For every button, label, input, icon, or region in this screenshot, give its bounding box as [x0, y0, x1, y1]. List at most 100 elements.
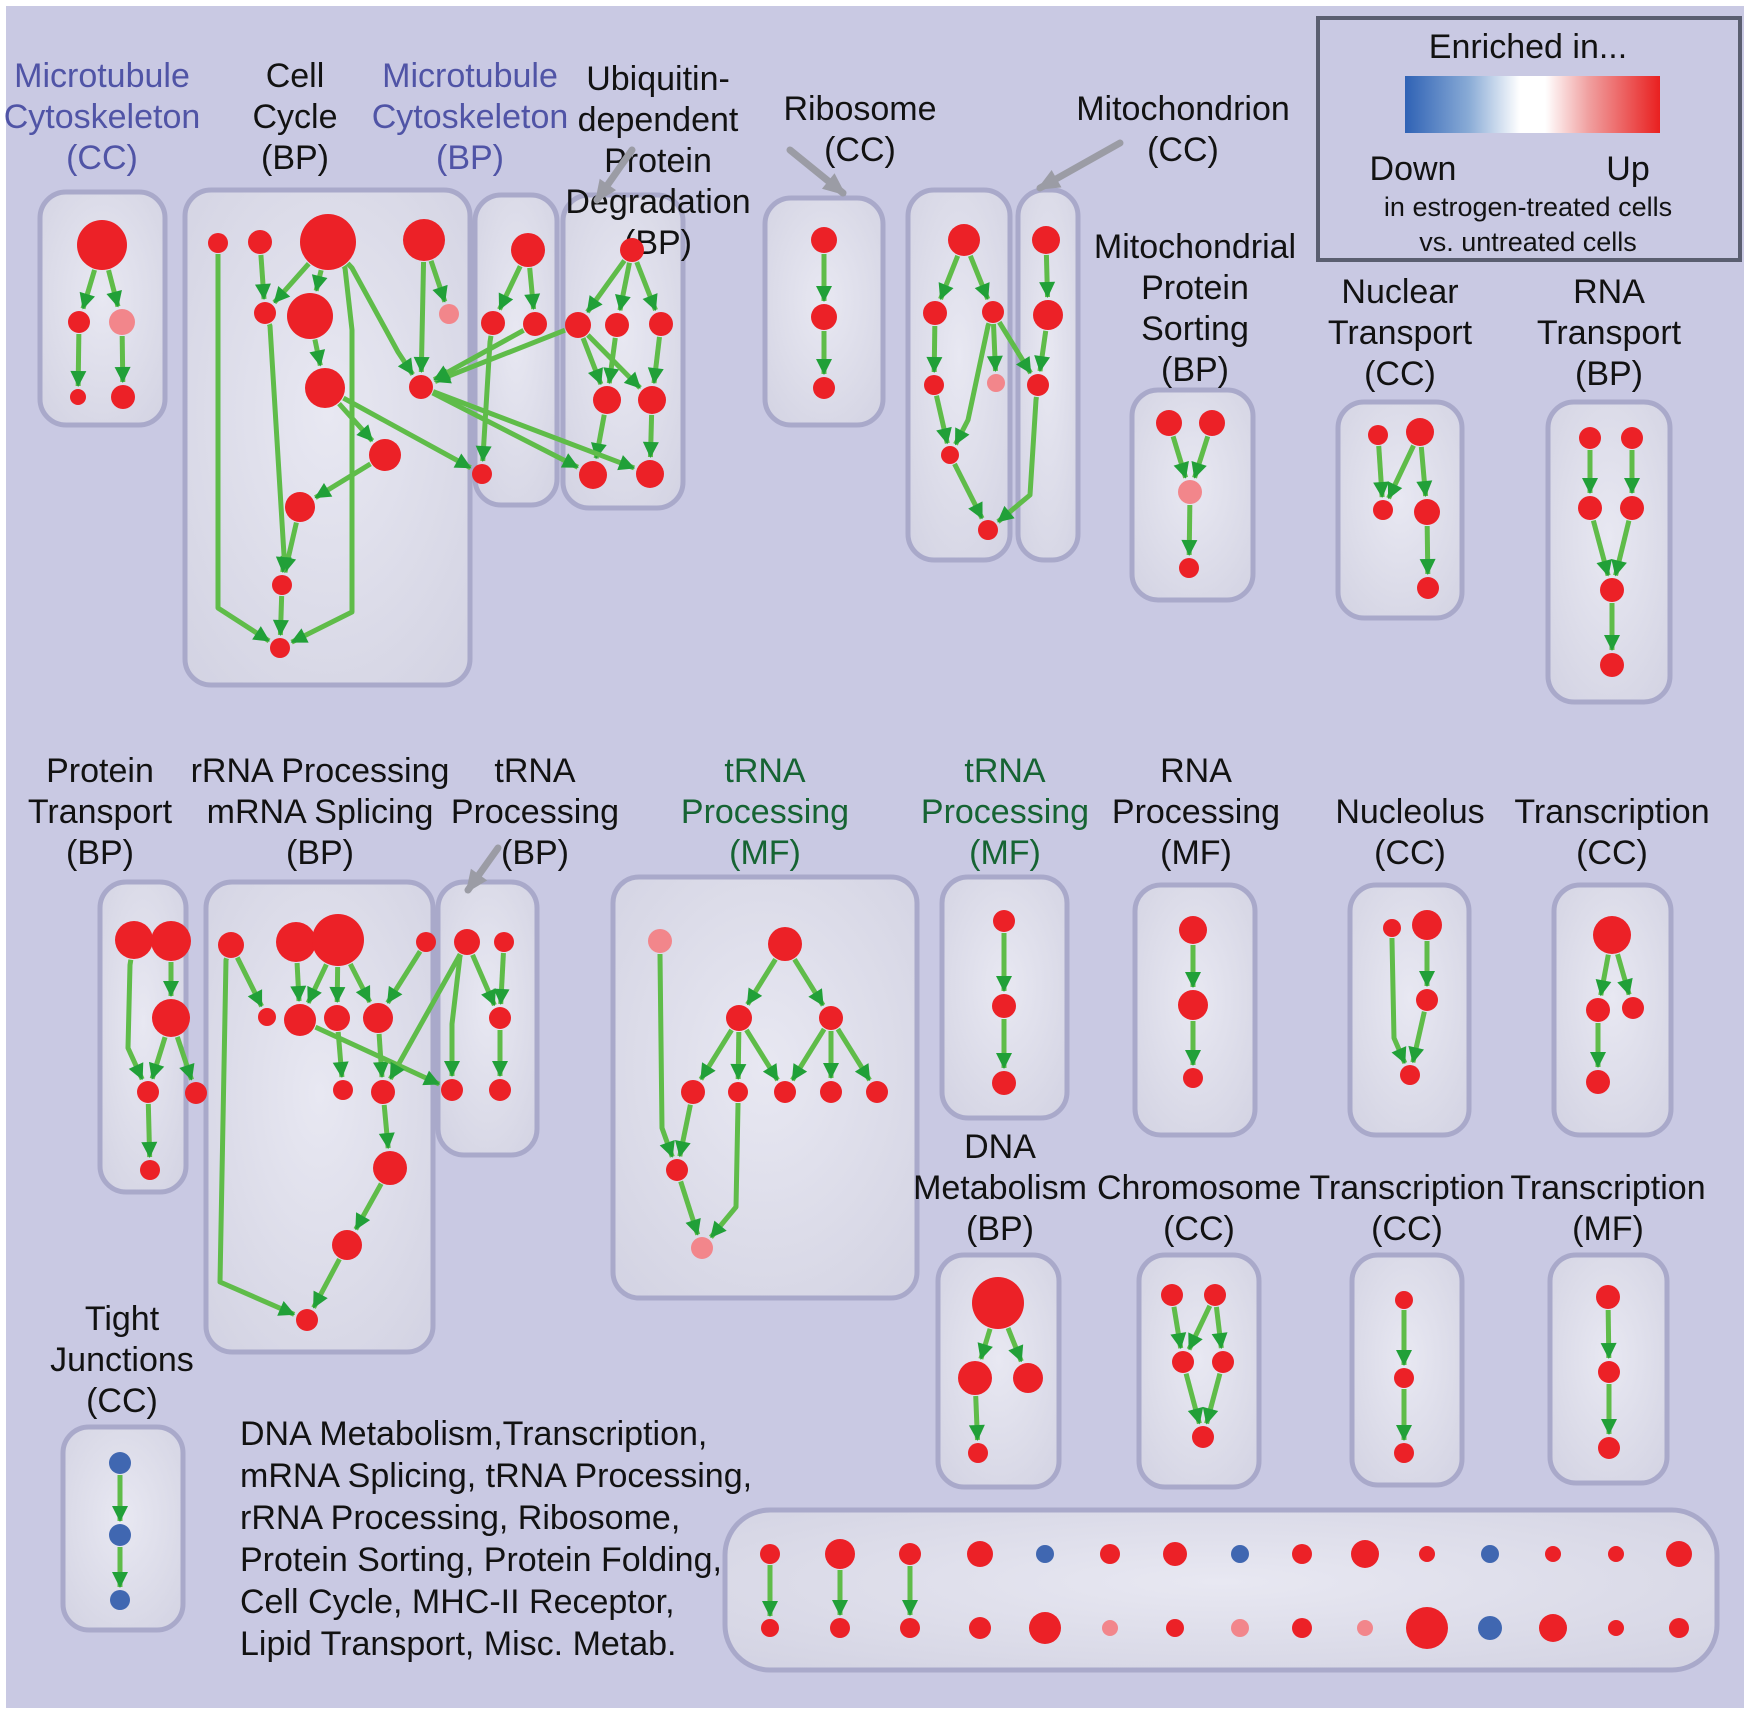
node-PNB4-red: [1029, 1612, 1061, 1644]
node-G2-blue: [109, 1524, 131, 1546]
edge-C3-C9: [345, 261, 415, 376]
edge-U5-U7: [591, 414, 607, 460]
edge-H1-H3: [1170, 1306, 1187, 1350]
node-H2-red: [1204, 1284, 1226, 1306]
edge-Q3-Q5: [1590, 519, 1612, 577]
node-S4-red: [1179, 558, 1199, 578]
node-V1-red: [811, 227, 837, 253]
node-C10-red: [369, 439, 401, 471]
node-W9-red: [333, 1080, 353, 1100]
node-P2-red: [151, 921, 191, 961]
cluster-label-protein-transport: Protein Transport (BP): [28, 752, 173, 872]
edge-Z1-Z3: [792, 957, 826, 1007]
node-N3-red: [1373, 500, 1393, 520]
node-PNT2-red: [899, 1543, 921, 1565]
edge-N2-N4: [1416, 446, 1433, 498]
edge-P1-P4: [125, 959, 145, 1081]
node-P4-red: [137, 1081, 159, 1103]
node-H1-red: [1161, 1284, 1183, 1306]
node-Z8-red: [866, 1081, 888, 1103]
edge-T1-T2: [1595, 954, 1612, 997]
node-W7-red: [324, 1005, 350, 1031]
node-O2-red: [1412, 910, 1442, 940]
cluster-label-trna-mf-large: tRNA Processing (MF): [681, 752, 849, 872]
edge-W1-W5: [235, 956, 264, 1008]
node-L1-red: [1179, 916, 1207, 944]
node-D1-red: [972, 1277, 1024, 1329]
edge-A1-A3: [106, 269, 122, 308]
edge-R6-R7: [952, 462, 985, 520]
edge-H2-H3: [1186, 1304, 1213, 1351]
edge-W11-W12: [353, 1182, 384, 1231]
edge-C2-C5: [254, 254, 271, 301]
node-R5-pink: [987, 374, 1005, 392]
node-W10-red: [371, 1080, 395, 1104]
legend-up-label: Up: [1606, 150, 1649, 188]
cluster-label-tight-junctions: Tight Junctions (CC): [50, 1300, 194, 1420]
edge-U2-C9: [434, 327, 566, 384]
edge-U2-U5: [580, 337, 604, 386]
node-PNB10-red: [1406, 1607, 1448, 1649]
edge-M2-M3: [1034, 330, 1051, 373]
node-D2-red: [958, 1361, 992, 1395]
node-PNT13-red: [1608, 1546, 1624, 1562]
legend-box: [1316, 16, 1742, 262]
edge-R1-R2: [938, 254, 961, 300]
edge-O3-O4: [1408, 1011, 1427, 1064]
node-S2-red: [1199, 410, 1225, 436]
edge-D1-D2: [977, 1328, 993, 1360]
node-Q5-red: [1600, 578, 1624, 602]
node-Z6-red: [774, 1081, 796, 1103]
node-PNB5-pink: [1102, 1620, 1118, 1636]
node-U4-red: [649, 312, 673, 336]
node-J2-red: [1394, 1368, 1414, 1388]
edge-C12-C13: [272, 595, 289, 637]
legend-subtitle-2: vs. untreated cells: [1419, 227, 1637, 257]
edge-MB3-C9: [432, 328, 525, 382]
node-D4-red: [968, 1443, 988, 1463]
cluster-box-dna-metabolism: [935, 1252, 1062, 1490]
legend: Enriched in... Down Up in estrogen-treated …: [1316, 16, 1742, 262]
node-F2-red: [1598, 1361, 1620, 1383]
node-MB1-red: [511, 233, 545, 267]
node-A5-red: [111, 385, 135, 409]
edge-C9-U7: [431, 390, 580, 470]
edge-U4-U6: [647, 336, 664, 385]
node-U5-red: [593, 386, 621, 414]
node-Z3-red: [819, 1006, 843, 1030]
node-T1-red: [1593, 916, 1631, 954]
node-Z10-pink: [691, 1237, 713, 1259]
edge-Z2-Z6: [744, 1028, 780, 1082]
node-PNT14-red: [1666, 1541, 1692, 1567]
node-O3-red: [1416, 989, 1438, 1011]
edge-S2-S3: [1191, 435, 1211, 479]
node-Q1-red: [1579, 427, 1601, 449]
cluster-label-mitochondrial-protein-sorting: Mitochondrial Protein Sorting (BP): [1094, 228, 1296, 389]
node-C4-red: [403, 219, 445, 261]
edge-Y1-W10: [388, 952, 463, 1081]
node-C8-red: [305, 368, 345, 408]
edge-W3-W8: [348, 962, 373, 1004]
edge-W2-W6: [290, 962, 307, 1003]
node-U7-red: [579, 461, 607, 489]
edge-MB2-MB4: [475, 335, 494, 463]
node-Y3-red: [489, 1007, 511, 1029]
node-T2-red: [1586, 998, 1610, 1022]
edge-P3-P5: [174, 1036, 195, 1081]
node-PNT6-red: [1163, 1542, 1187, 1566]
edge-W12-W13: [311, 1257, 342, 1309]
node-W3-red: [312, 914, 364, 966]
node-Y5-red: [489, 1079, 511, 1101]
cluster-label-nuclear-transport: Nuclear Transport (CC): [1328, 273, 1473, 393]
edge-N4-N5: [1419, 525, 1436, 576]
node-R2-red: [923, 301, 947, 325]
node-A3-pink: [109, 309, 135, 335]
edge-W3-W6: [305, 963, 329, 1004]
node-R7-red: [978, 520, 998, 540]
edge-U2-U6: [586, 333, 642, 390]
node-PNB13-red: [1608, 1620, 1624, 1636]
cluster-label-cell-cycle: Cell Cycle (BP): [252, 57, 337, 177]
node-C6-red: [287, 293, 333, 339]
